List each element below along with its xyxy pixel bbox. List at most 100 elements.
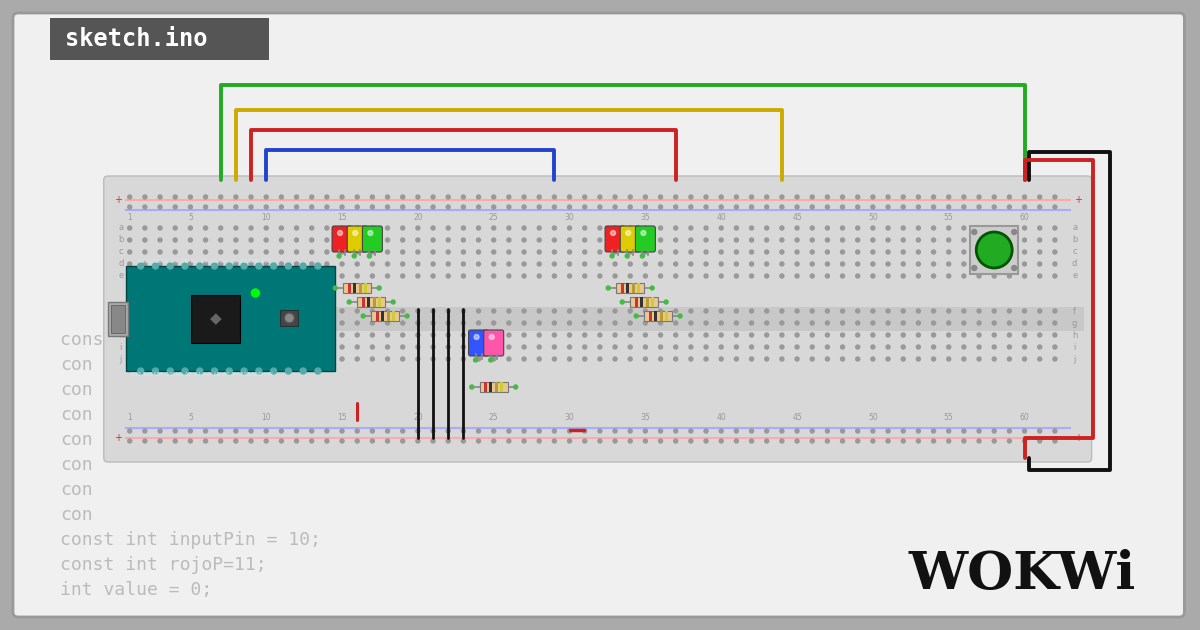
Circle shape xyxy=(143,333,146,337)
Text: a: a xyxy=(1072,224,1078,232)
Circle shape xyxy=(977,262,982,266)
Circle shape xyxy=(583,345,587,349)
Circle shape xyxy=(1022,274,1026,278)
Circle shape xyxy=(325,238,329,242)
Circle shape xyxy=(218,238,223,242)
Circle shape xyxy=(871,345,875,349)
Circle shape xyxy=(583,205,587,209)
Circle shape xyxy=(917,226,920,230)
Circle shape xyxy=(901,333,905,337)
Circle shape xyxy=(325,357,329,361)
Circle shape xyxy=(286,263,292,269)
Circle shape xyxy=(204,321,208,325)
Circle shape xyxy=(264,345,269,349)
Circle shape xyxy=(506,439,511,443)
Circle shape xyxy=(280,429,283,433)
Circle shape xyxy=(629,205,632,209)
Circle shape xyxy=(598,345,602,349)
Circle shape xyxy=(401,226,404,230)
Circle shape xyxy=(613,205,617,209)
Circle shape xyxy=(856,195,859,199)
Circle shape xyxy=(552,321,557,325)
Circle shape xyxy=(931,429,936,433)
Text: c: c xyxy=(119,248,124,256)
Circle shape xyxy=(583,274,587,278)
Circle shape xyxy=(750,345,754,349)
Circle shape xyxy=(401,321,404,325)
Text: j: j xyxy=(120,355,122,364)
Circle shape xyxy=(355,321,359,325)
Bar xyxy=(650,297,654,307)
Text: d: d xyxy=(1072,260,1078,268)
Circle shape xyxy=(1007,345,1012,349)
Circle shape xyxy=(284,313,294,323)
Text: h: h xyxy=(1072,331,1078,340)
Bar xyxy=(50,18,270,60)
Circle shape xyxy=(635,314,638,318)
Circle shape xyxy=(659,238,662,242)
Circle shape xyxy=(673,309,678,313)
Circle shape xyxy=(173,321,178,325)
Circle shape xyxy=(629,357,632,361)
Circle shape xyxy=(280,309,283,313)
Circle shape xyxy=(325,309,329,313)
Circle shape xyxy=(659,309,662,313)
Text: 25: 25 xyxy=(488,212,498,222)
Circle shape xyxy=(474,358,478,362)
Circle shape xyxy=(992,274,996,278)
Circle shape xyxy=(1052,321,1057,325)
Circle shape xyxy=(492,439,496,443)
Circle shape xyxy=(568,439,571,443)
Circle shape xyxy=(704,309,708,313)
Circle shape xyxy=(643,309,647,313)
Circle shape xyxy=(856,321,859,325)
Circle shape xyxy=(840,274,845,278)
Circle shape xyxy=(461,357,466,361)
Circle shape xyxy=(673,345,678,349)
Bar xyxy=(654,311,656,321)
Circle shape xyxy=(583,250,587,254)
Text: 30: 30 xyxy=(565,212,575,222)
Circle shape xyxy=(780,345,784,349)
Circle shape xyxy=(294,262,299,266)
Circle shape xyxy=(1052,195,1057,199)
Circle shape xyxy=(522,238,526,242)
Circle shape xyxy=(264,429,269,433)
Circle shape xyxy=(446,205,450,209)
Circle shape xyxy=(416,274,420,278)
Circle shape xyxy=(568,262,571,266)
Circle shape xyxy=(719,238,724,242)
Circle shape xyxy=(325,195,329,199)
Circle shape xyxy=(871,226,875,230)
Circle shape xyxy=(158,309,162,313)
Circle shape xyxy=(234,226,238,230)
Circle shape xyxy=(325,205,329,209)
Circle shape xyxy=(431,250,436,254)
Circle shape xyxy=(127,429,132,433)
Circle shape xyxy=(1022,262,1026,266)
Circle shape xyxy=(158,250,162,254)
Circle shape xyxy=(401,345,404,349)
Circle shape xyxy=(385,439,390,443)
Circle shape xyxy=(1038,205,1042,209)
Circle shape xyxy=(476,226,480,230)
Circle shape xyxy=(416,439,420,443)
Circle shape xyxy=(1022,429,1026,433)
Circle shape xyxy=(416,226,420,230)
Text: b: b xyxy=(1072,236,1078,244)
FancyBboxPatch shape xyxy=(636,226,655,252)
Circle shape xyxy=(514,385,517,389)
Circle shape xyxy=(385,333,390,337)
Circle shape xyxy=(416,262,420,266)
Circle shape xyxy=(355,195,359,199)
Circle shape xyxy=(810,238,815,242)
Circle shape xyxy=(620,300,624,304)
Circle shape xyxy=(300,368,306,374)
Circle shape xyxy=(1052,262,1057,266)
Circle shape xyxy=(340,262,344,266)
Circle shape xyxy=(1052,309,1057,313)
Circle shape xyxy=(764,205,769,209)
Circle shape xyxy=(992,238,996,242)
Circle shape xyxy=(764,250,769,254)
Circle shape xyxy=(250,205,253,209)
